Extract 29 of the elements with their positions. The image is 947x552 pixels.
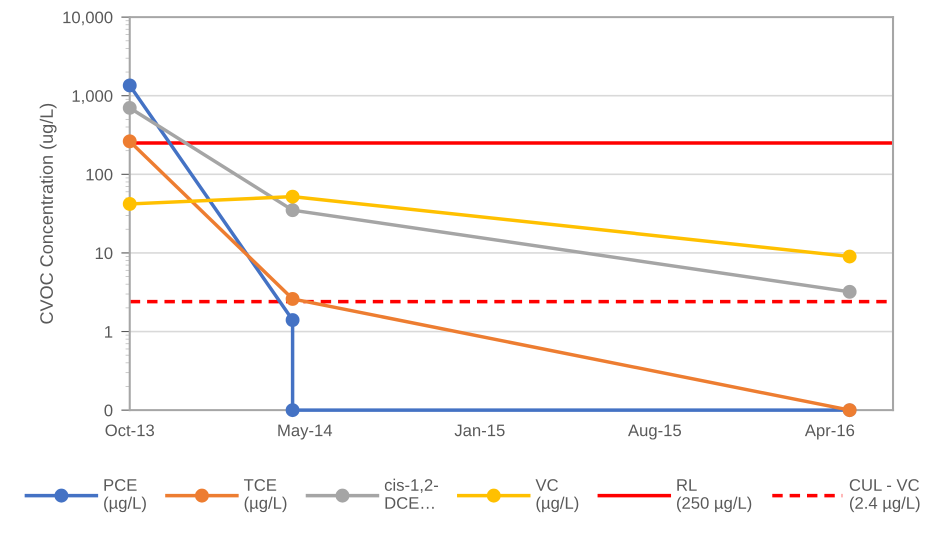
point xyxy=(122,78,137,92)
point xyxy=(286,203,300,218)
x-tick-label: Oct-13 xyxy=(106,424,154,436)
point xyxy=(122,134,137,148)
legend-label: CUL - VC (2.4 µg/L) xyxy=(850,479,920,512)
point xyxy=(122,196,137,211)
x-tick-label: Apr-16 xyxy=(804,424,854,440)
y-tick-label: 10,000 xyxy=(63,12,112,26)
point xyxy=(286,292,300,306)
legend-label: cis-1,2- DCE… xyxy=(384,478,438,509)
point xyxy=(842,284,857,299)
legend-label: VC (µg/L) xyxy=(536,479,578,512)
legend-label: TCE (µg/L) xyxy=(244,479,286,512)
y-tick-label: 0 xyxy=(104,404,112,416)
y-axis-title: CVOC Concentration (ug/L) xyxy=(40,104,57,324)
point xyxy=(286,403,300,418)
legend-label: RL (250 µg/L) xyxy=(677,479,752,512)
x-tick-label: Aug-15 xyxy=(628,424,682,440)
x-tick-label: Jan-15 xyxy=(454,424,505,436)
y-tick-label: 1,000 xyxy=(72,90,112,104)
point xyxy=(286,190,300,204)
x-tick-label: May-14 xyxy=(278,424,332,440)
y-tick-label: 1 xyxy=(105,326,112,338)
legend-label: PCE (µg/L) xyxy=(104,479,146,512)
point xyxy=(122,100,137,115)
y-tick-label: 100 xyxy=(86,168,112,181)
y-tick-label: 10 xyxy=(96,247,112,260)
point xyxy=(286,313,300,327)
point xyxy=(842,250,857,264)
